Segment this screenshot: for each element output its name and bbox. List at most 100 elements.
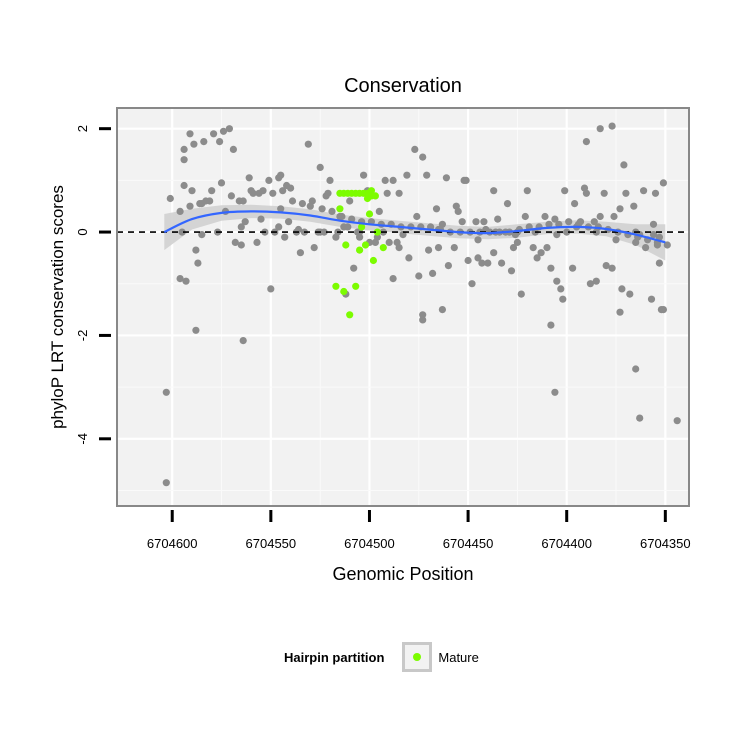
data-point-other <box>565 218 573 226</box>
data-point-other <box>490 249 498 257</box>
data-point-other <box>275 223 283 231</box>
data-point-other <box>229 145 237 153</box>
data-point-other <box>602 262 610 270</box>
data-point-other <box>247 187 255 195</box>
data-point-mature <box>379 244 387 252</box>
data-point-other <box>227 192 235 200</box>
data-point-other <box>419 316 427 324</box>
data-point-other <box>375 207 383 215</box>
data-point-mature <box>356 246 364 254</box>
points-layer <box>162 122 681 487</box>
data-point-other <box>194 259 202 267</box>
data-point-other <box>480 218 488 226</box>
data-point-other <box>265 176 273 184</box>
data-point-other <box>649 231 658 239</box>
legend-title: Hairpin partition <box>284 649 385 665</box>
data-point-other <box>529 244 537 252</box>
data-point-other <box>663 241 671 249</box>
x-tick-label: 6704500 <box>344 536 395 551</box>
data-point-other <box>200 138 208 146</box>
data-point-mature <box>332 282 340 290</box>
data-point-other <box>630 202 638 210</box>
data-point-other <box>405 254 413 262</box>
data-point-other <box>592 277 600 285</box>
data-point-other <box>569 264 577 272</box>
data-point-other <box>356 233 364 241</box>
data-point-other <box>162 479 170 487</box>
data-point-other <box>541 212 549 221</box>
data-point-other <box>285 218 293 226</box>
data-point-mature <box>363 194 372 203</box>
data-point-other <box>582 138 591 146</box>
data-point-mature <box>361 241 370 249</box>
data-point-other <box>653 241 662 249</box>
chart-title: Conservation <box>344 75 462 97</box>
y-tick-label: 2 <box>75 125 90 132</box>
data-point-mature <box>352 282 360 290</box>
data-point-other <box>523 187 531 195</box>
data-point-other <box>438 220 446 228</box>
data-point-other <box>371 238 379 246</box>
data-point-other <box>610 212 618 221</box>
data-point-other <box>474 236 482 244</box>
data-point-other <box>490 187 498 195</box>
data-point-other <box>419 153 427 161</box>
data-point-mature <box>369 256 377 265</box>
data-point-other <box>622 189 630 197</box>
data-point-other <box>283 181 291 190</box>
data-point-other <box>326 176 334 184</box>
data-point-other <box>217 179 226 187</box>
data-point-other <box>507 267 516 275</box>
data-point-other <box>429 269 437 277</box>
data-point-other <box>498 259 506 267</box>
data-point-other <box>557 285 565 293</box>
legend-swatch-mature <box>413 653 422 661</box>
data-point-other <box>279 187 287 195</box>
data-point-mature <box>373 228 381 236</box>
data-point-other <box>239 337 247 345</box>
data-point-other <box>186 202 194 210</box>
axes: 6704600 6704550 6704500 6704450 6704400 67043… <box>75 125 691 551</box>
data-point-other <box>586 280 595 288</box>
data-point-other <box>180 181 188 190</box>
data-point-other <box>432 205 441 213</box>
y-axis-title: phyloP LRT conservation scores <box>48 185 67 429</box>
data-point-other <box>596 212 604 221</box>
data-point-other <box>277 205 285 213</box>
plot-border <box>116 107 690 507</box>
data-point-other <box>245 174 253 182</box>
data-point-other <box>651 189 660 197</box>
y-tick-label: -4 <box>75 433 90 445</box>
data-point-other <box>350 264 358 272</box>
data-point-other <box>216 138 224 146</box>
data-point-other <box>208 187 216 195</box>
data-point-other <box>360 171 368 179</box>
legend-label-mature: Mature <box>438 649 479 665</box>
data-point-other <box>180 145 188 153</box>
data-point-other <box>306 202 314 210</box>
data-point-other <box>237 241 245 249</box>
data-point-other <box>616 308 624 316</box>
data-point-other <box>545 220 553 228</box>
x-tick-label: 6704450 <box>443 536 494 551</box>
data-point-other <box>328 207 336 215</box>
data-point-other <box>626 290 634 298</box>
plot-panel <box>117 108 689 506</box>
data-point-other <box>636 414 644 422</box>
data-point-other <box>389 176 397 184</box>
data-point-other <box>395 244 403 252</box>
data-point-mature <box>340 287 348 296</box>
data-point-other <box>225 125 233 133</box>
data-point-mature <box>365 210 374 218</box>
data-point-other <box>620 161 628 169</box>
data-point-other <box>640 187 648 195</box>
data-point-other <box>182 277 190 285</box>
data-point-other <box>608 264 616 272</box>
data-point-other <box>450 244 458 252</box>
data-point-other <box>241 218 249 226</box>
data-point-other <box>472 218 480 226</box>
data-point-other <box>235 197 243 205</box>
data-point-other <box>186 130 194 138</box>
data-point-other <box>442 174 450 182</box>
